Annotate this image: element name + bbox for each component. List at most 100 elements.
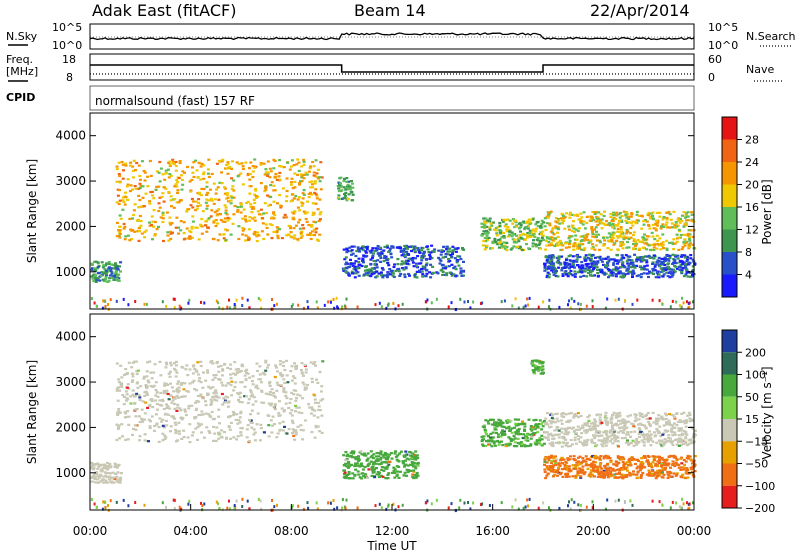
- velocity-cell: [235, 438, 239, 441]
- velocity-cell: [588, 414, 591, 417]
- power-feature: [336, 176, 355, 202]
- power-cell: [461, 248, 465, 251]
- power-cell: [507, 228, 511, 231]
- power-cell: [676, 224, 680, 227]
- velocity-cell: [375, 467, 378, 470]
- velocity-cell: [625, 466, 629, 469]
- power-cell: [526, 232, 530, 235]
- power-cell: [345, 199, 349, 202]
- power-cell: [519, 230, 522, 233]
- velocity-cell: [161, 424, 165, 428]
- velocity-cell: [366, 457, 370, 460]
- velocity-cell: [104, 474, 108, 477]
- power-cell: [344, 256, 348, 259]
- velocity-cell: [484, 429, 487, 432]
- power-cell: [248, 192, 252, 195]
- velocity-cell: [285, 374, 289, 377]
- velocity-cell: [554, 412, 558, 416]
- velocity-cell: [107, 471, 111, 475]
- power-cell: [650, 243, 654, 246]
- power-cell: [587, 267, 591, 270]
- velocity-cell: [304, 371, 308, 374]
- power-cell: [310, 230, 314, 233]
- power-cell: [414, 247, 418, 250]
- colorbar-tick-label: 16: [745, 201, 759, 214]
- power-cell: [194, 200, 198, 203]
- velocity-cell: [620, 437, 624, 440]
- power-cell: [300, 204, 304, 207]
- power-cell: [517, 222, 521, 225]
- power-cell: [293, 210, 297, 213]
- velocity-cell: [297, 406, 301, 409]
- power-cell: [275, 229, 279, 233]
- power-cell: [575, 238, 579, 241]
- velocity-cell: [412, 470, 416, 473]
- velocity-cell: [187, 407, 191, 410]
- power-cell: [286, 161, 290, 164]
- power-cell: [657, 263, 661, 266]
- velocity-cell: [369, 450, 373, 453]
- power-cell: [128, 190, 132, 193]
- velocity-cell: [509, 419, 513, 422]
- velocity-cell: [218, 422, 221, 425]
- velocity-cell: [266, 366, 269, 369]
- velocity-cell: [614, 414, 618, 417]
- power-cell: [302, 210, 306, 213]
- power-cell: [542, 300, 545, 304]
- power-cell: [247, 238, 250, 241]
- velocity-cell: [416, 474, 420, 477]
- power-cell: [111, 263, 115, 267]
- power-cell: [591, 274, 595, 277]
- power-cell: [652, 254, 656, 257]
- velocity-cell: [489, 432, 493, 435]
- velocity-cell: [345, 465, 349, 468]
- velocity-cell: [255, 423, 259, 426]
- power-cell: [612, 211, 615, 214]
- power-cell: [367, 268, 371, 271]
- power-cell: [510, 231, 514, 234]
- power-cell: [683, 216, 687, 219]
- velocity-cell: [240, 427, 244, 430]
- power-cell: [407, 257, 411, 260]
- velocity-cell: [667, 419, 671, 422]
- power-cell: [174, 164, 178, 168]
- power-cell: [102, 264, 106, 267]
- power-cell: [569, 306, 572, 310]
- power-cell: [661, 275, 665, 278]
- power-cell: [118, 225, 122, 228]
- power-cell: [451, 249, 455, 252]
- power-cell: [561, 273, 565, 276]
- velocity-cell: [177, 432, 181, 435]
- velocity-cell: [152, 371, 156, 374]
- power-cell: [289, 165, 293, 168]
- power-cell: [675, 267, 679, 270]
- velocity-cell: [238, 396, 242, 399]
- velocity-cell: [376, 452, 380, 455]
- velocity-cell: [115, 438, 119, 442]
- velocity-cell: [301, 381, 305, 384]
- power-cell: [356, 246, 360, 249]
- power-cell: [585, 235, 589, 238]
- velocity-cell: [313, 361, 317, 364]
- velocity-cell: [369, 460, 373, 463]
- power-cell: [350, 262, 354, 265]
- power-cell: [315, 197, 319, 200]
- velocity-cell: [137, 415, 141, 418]
- power-cell: [121, 177, 125, 180]
- power-cell: [531, 245, 535, 248]
- power-cell: [593, 248, 597, 251]
- power-cell: [356, 305, 359, 309]
- power-cell: [520, 248, 524, 252]
- velocity-cell: [169, 394, 173, 397]
- power-cell: [316, 176, 320, 179]
- power-cell: [104, 264, 108, 267]
- velocity-cell: [519, 433, 523, 436]
- velocity-cell: [281, 373, 285, 377]
- power-cell: [527, 247, 531, 250]
- power-cell: [402, 248, 406, 251]
- velocity-cell: [585, 430, 589, 433]
- power-cell: [681, 214, 684, 217]
- power-cell: [420, 270, 424, 273]
- power-cell: [343, 177, 346, 180]
- power-cell: [158, 180, 162, 183]
